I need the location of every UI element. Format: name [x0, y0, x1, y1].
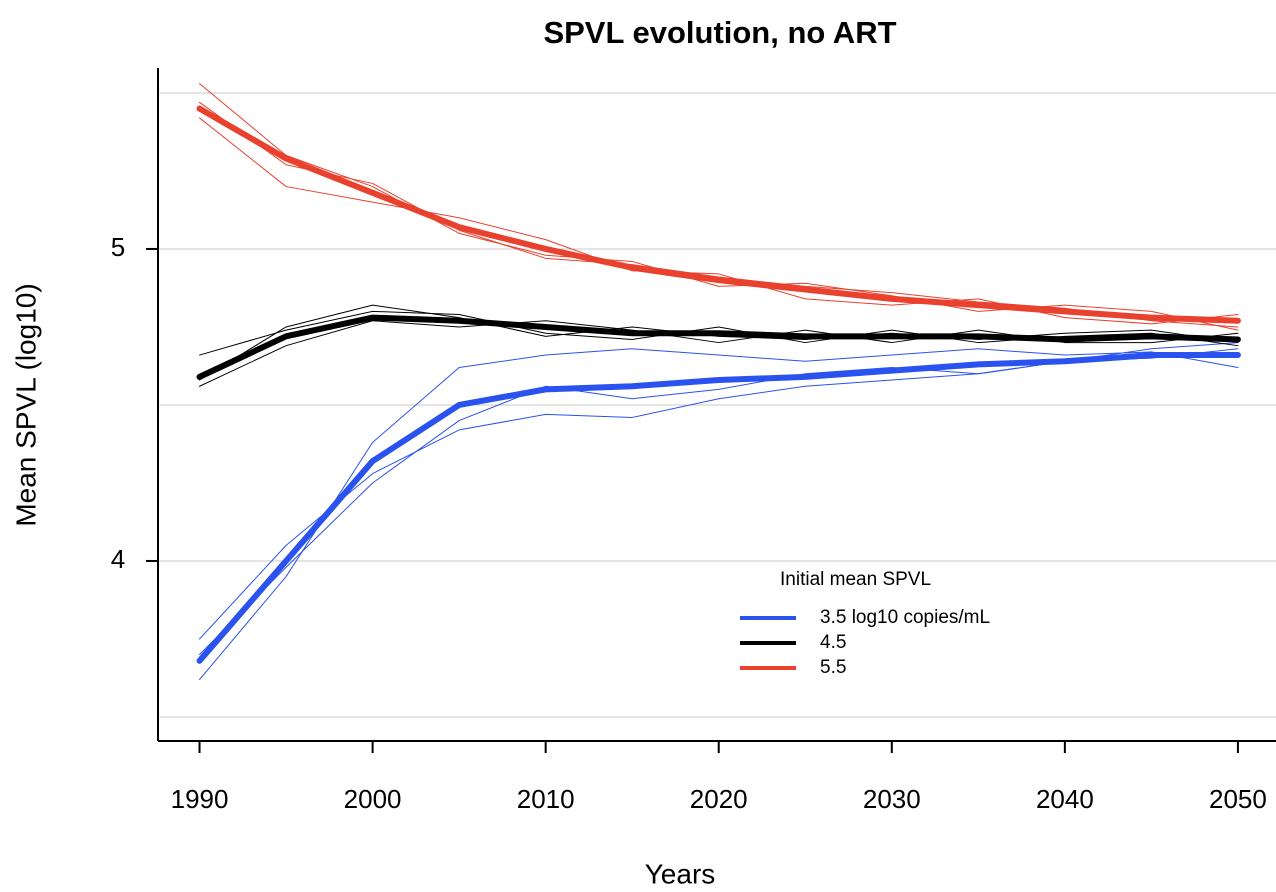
- replicate-line: [199, 348, 1239, 681]
- x-axis-label: Years: [645, 858, 716, 889]
- replicate-line: [199, 304, 1239, 381]
- replicate-line: [199, 83, 1239, 331]
- x-tick-label: 2020: [690, 784, 748, 814]
- legend-label: 3.5 log10 copies/mL: [820, 607, 990, 628]
- series-line: [196, 352, 1241, 664]
- replicate-line: [199, 348, 1239, 640]
- legend-label: 5.5: [820, 657, 846, 678]
- series-line: [196, 314, 1241, 380]
- y-tick-label: 4: [111, 544, 125, 574]
- replicate-line: [199, 342, 1239, 656]
- replicate-line: [199, 310, 1239, 356]
- x-tick-label: 2050: [1209, 784, 1267, 814]
- replicate-line: [199, 101, 1239, 328]
- legend-title: Initial mean SPVL: [780, 569, 931, 590]
- y-axis-label: Mean SPVL (log10): [10, 283, 41, 526]
- x-tick-label: 2040: [1036, 784, 1094, 814]
- replicate-line: [199, 320, 1239, 387]
- legend-label: 4.5: [820, 632, 846, 653]
- y-tick-label: 5: [111, 232, 125, 262]
- x-tick-label: 2010: [517, 784, 575, 814]
- x-tick-label: 1990: [171, 784, 229, 814]
- x-tick-label: 2000: [344, 784, 402, 814]
- x-tick-label: 2030: [863, 784, 921, 814]
- chart-title: SPVL evolution, no ART: [543, 15, 896, 50]
- replicate-line: [199, 117, 1239, 325]
- series-line: [196, 105, 1241, 324]
